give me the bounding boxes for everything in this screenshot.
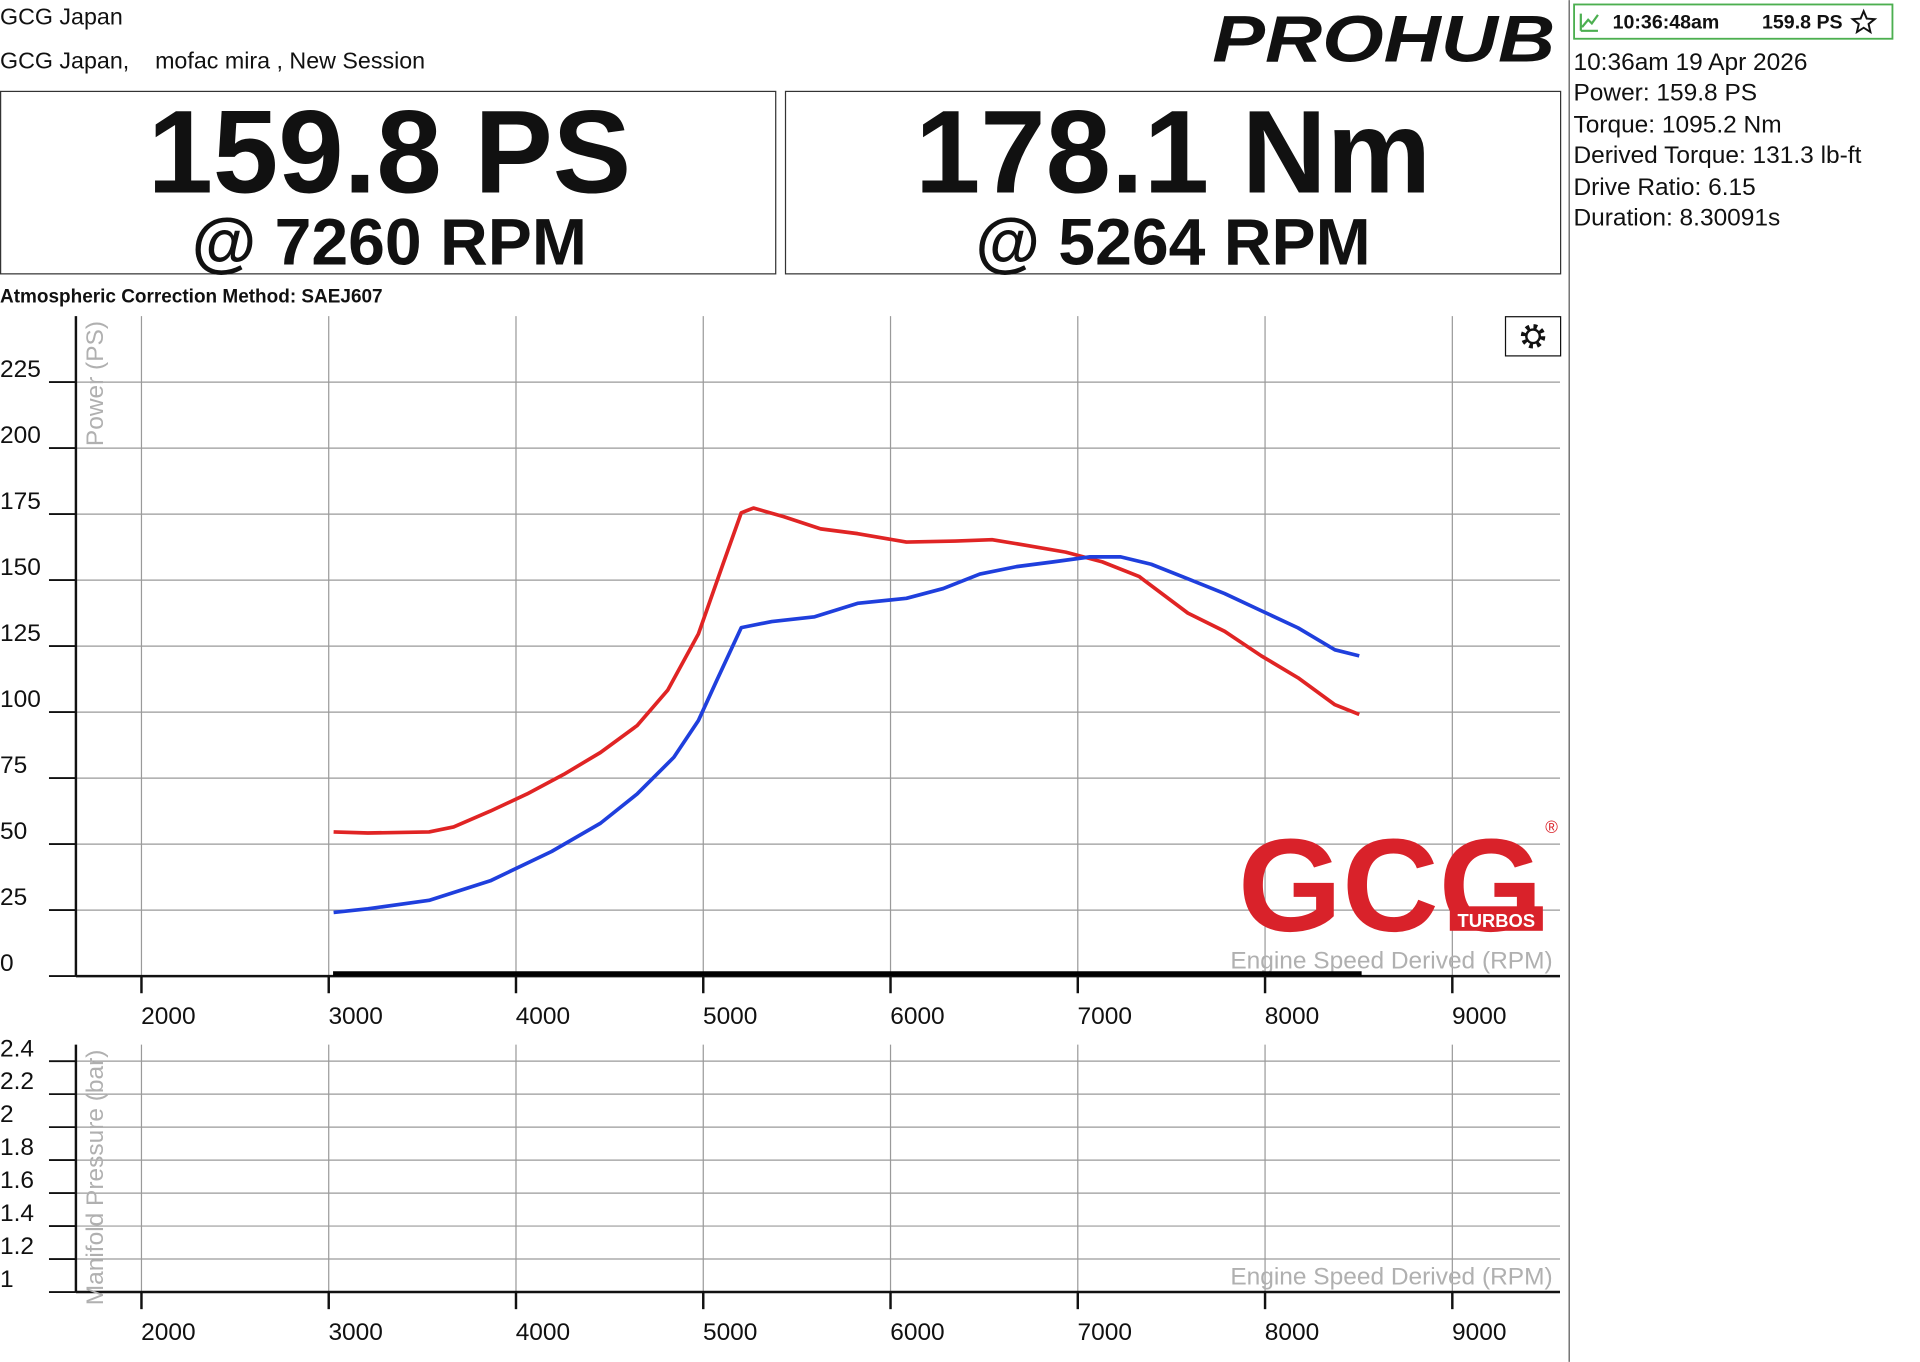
x-tick-label: 4000	[516, 1319, 570, 1346]
watermark-brand: GCG	[1238, 812, 1543, 960]
x-tick-label: 9000	[1452, 1319, 1506, 1346]
y-axis-title: Manifold Pressure (bar)	[82, 1050, 109, 1306]
y-tick-label: 2.2	[0, 1068, 34, 1095]
run-info: Duration: 8.30091s	[1573, 204, 1780, 231]
y-tick-label: 50	[0, 818, 27, 845]
x-tick-label: 4000	[516, 1003, 570, 1030]
gcg-watermark: GCG TURBOS ®	[1238, 812, 1558, 960]
run-info: 10:36am 19 Apr 2026	[1573, 49, 1807, 76]
run-info: Drive Ratio: 6.15	[1573, 174, 1755, 201]
x-tick-label: 7000	[1078, 1319, 1132, 1346]
chart: 2000 3000 4000 5000 6000 7000 8000 9000 0 25 50 75 1…	[0, 316, 1561, 1030]
run-entry[interactable]: 10:36:48am 159.8 PS	[1573, 3, 1894, 40]
y-tick-label: 1	[0, 1266, 14, 1293]
prohub-logo: PROHUB	[1212, 2, 1555, 76]
favorite-star[interactable]	[1850, 8, 1878, 35]
correction-method: Atmospheric Correction Method: SAEJ607	[0, 287, 383, 308]
x-tick-label: 8000	[1265, 1319, 1319, 1346]
peak-power: 159.8 PS	[148, 86, 632, 217]
watermark-sub: TURBOS	[1458, 910, 1536, 931]
y-tick-label: 125	[0, 620, 41, 647]
y-tick-label: 1.4	[0, 1200, 34, 1227]
watermark-band	[1449, 906, 1543, 931]
peak-torque-box	[784, 90, 1562, 275]
x-tick-label: 2000	[141, 1003, 195, 1030]
y-tick-label: 2.4	[0, 1035, 34, 1062]
run-time: 10:36:48am	[1613, 11, 1720, 33]
series-line	[333, 555, 1360, 915]
x-tick-label: 6000	[890, 1319, 944, 1346]
y-tick-label: 175	[0, 488, 41, 515]
watermark-mark: ®	[1545, 817, 1558, 837]
x-tick-label: 5000	[703, 1003, 757, 1030]
run-info: Power: 159.8 PS	[1573, 80, 1757, 107]
x-tick-label: 9000	[1452, 1003, 1506, 1030]
run-info: Torque: 1095.2 Nm	[1573, 111, 1781, 138]
settings-frame	[1504, 316, 1562, 357]
x-tick-label: 7000	[1078, 1003, 1132, 1030]
settings-button[interactable]	[1504, 316, 1562, 357]
y-tick-label: 150	[0, 554, 41, 581]
y-tick-label: 1.8	[0, 1134, 34, 1161]
run-entry-frame	[1573, 3, 1894, 40]
peak-power-rpm: @ 7260 RPM	[192, 206, 587, 280]
x-tick-label: 6000	[890, 1003, 944, 1030]
run-power: 159.8 PS	[1762, 11, 1843, 33]
settings-gear	[1520, 324, 1546, 349]
x-tick-label: 3000	[328, 1319, 382, 1346]
x-tick-label: 5000	[703, 1319, 757, 1346]
y-axis-title: Power (PS)	[82, 321, 109, 446]
peak-torque-rpm: @ 5264 RPM	[975, 206, 1370, 280]
plot-area	[75, 1044, 1561, 1293]
run-icon	[1579, 13, 1599, 32]
y-tick-label: 25	[0, 884, 27, 911]
x-tick-label: 2000	[141, 1319, 195, 1346]
y-tick-label: 75	[0, 752, 27, 779]
settings-gear-ring	[1525, 328, 1542, 345]
y-tick-label: 1.6	[0, 1167, 34, 1194]
y-tick-label: 2	[0, 1101, 14, 1128]
account-name: GCG Japan	[0, 4, 123, 30]
chart: 2000 3000 4000 5000 6000 7000 8000 9000 1 1.2 1.4 1…	[0, 1035, 1561, 1346]
x-tick-label: 3000	[328, 1003, 382, 1030]
series-line	[333, 506, 1360, 835]
y-tick-label: 100	[0, 686, 41, 713]
x-tick-label: 8000	[1265, 1003, 1319, 1030]
session-name: GCG Japan, mofac mira , New Session	[0, 48, 425, 74]
peak-power-box	[0, 90, 777, 275]
y-tick-label: 0	[0, 950, 14, 977]
y-tick-label: 225	[0, 356, 41, 383]
charts: 2000 3000 4000 5000 6000 7000 8000 9000 0 25 50 75 1…	[0, 316, 1561, 1346]
x-axis-title: Engine Speed Derived (RPM)	[1230, 948, 1552, 975]
y-tick-label: 1.2	[0, 1233, 34, 1260]
run-info: Derived Torque: 131.3 lb-ft	[1573, 142, 1861, 169]
y-tick-label: 200	[0, 422, 41, 449]
x-axis-title: Engine Speed Derived (RPM)	[1230, 1264, 1552, 1291]
peak-torque: 178.1 Nm	[915, 86, 1431, 217]
